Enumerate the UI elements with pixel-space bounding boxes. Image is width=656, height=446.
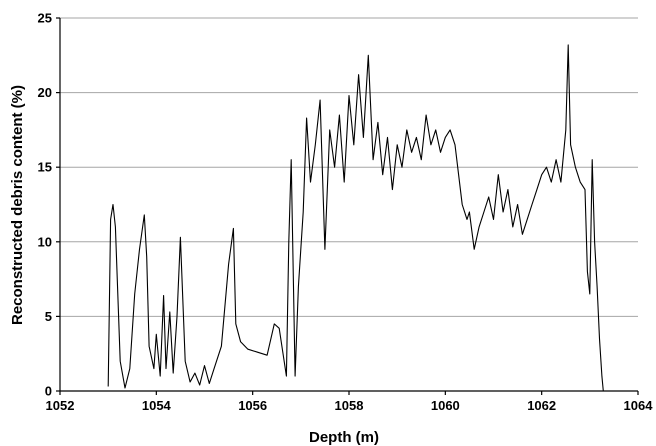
x-tick-label: 1062 <box>527 398 556 413</box>
y-tick-label: 20 <box>38 85 52 100</box>
x-axis-title: Depth (m) <box>309 429 379 446</box>
x-tick-labels: 1052 1054 1056 1058 1060 1062 1064 <box>46 398 654 413</box>
y-tick-label: 5 <box>45 309 52 324</box>
y-axis-title: Reconstructed debris content (%) <box>9 85 26 325</box>
y-tick-label: 10 <box>38 234 52 249</box>
x-tick-label: 1058 <box>335 398 364 413</box>
y-tick-label: 15 <box>38 160 52 175</box>
x-tick-label: 1064 <box>624 398 654 413</box>
x-tick-label: 1052 <box>46 398 75 413</box>
x-tick-label: 1056 <box>238 398 267 413</box>
series-layer <box>107 44 604 392</box>
series-line-0 <box>107 44 604 392</box>
x-tick-label: 1054 <box>142 398 172 413</box>
gridlines <box>60 17 638 317</box>
y-tick-label: 0 <box>45 384 52 399</box>
axes <box>56 17 639 395</box>
y-tick-label: 25 <box>38 11 52 26</box>
y-tick-labels: 0 5 10 15 20 25 <box>38 11 52 399</box>
x-tick-label: 1060 <box>431 398 460 413</box>
